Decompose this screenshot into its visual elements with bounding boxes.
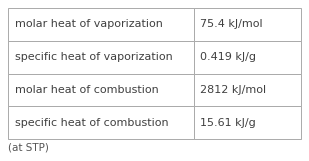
Bar bbox=[194, 106, 301, 139]
Bar bbox=[8, 8, 194, 41]
Text: molar heat of combustion: molar heat of combustion bbox=[15, 85, 159, 95]
Bar bbox=[8, 74, 194, 106]
Bar bbox=[8, 106, 194, 139]
Text: 75.4 kJ/mol: 75.4 kJ/mol bbox=[201, 19, 263, 29]
Text: molar heat of vaporization: molar heat of vaporization bbox=[15, 19, 163, 29]
Text: (at STP): (at STP) bbox=[8, 143, 49, 153]
Bar bbox=[194, 41, 301, 74]
Text: 15.61 kJ/g: 15.61 kJ/g bbox=[201, 118, 256, 128]
Text: 2812 kJ/mol: 2812 kJ/mol bbox=[201, 85, 267, 95]
Text: 0.419 kJ/g: 0.419 kJ/g bbox=[201, 52, 256, 62]
Text: specific heat of combustion: specific heat of combustion bbox=[15, 118, 169, 128]
Bar bbox=[194, 8, 301, 41]
Bar bbox=[8, 41, 194, 74]
Bar bbox=[194, 74, 301, 106]
Text: specific heat of vaporization: specific heat of vaporization bbox=[15, 52, 173, 62]
